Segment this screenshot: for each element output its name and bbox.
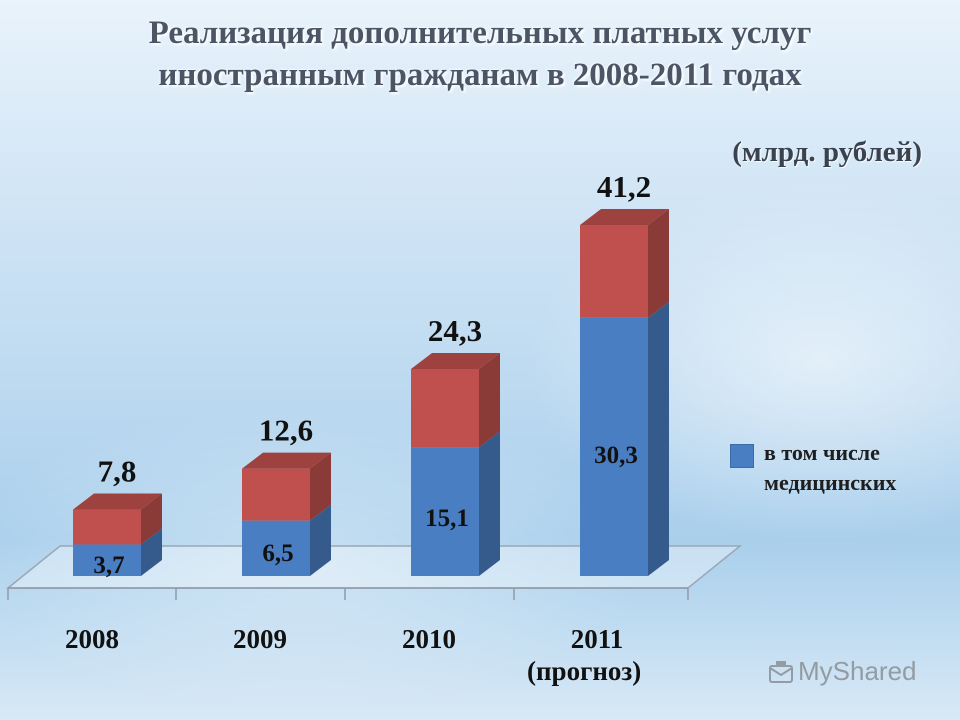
legend-swatch-medical: [730, 444, 754, 468]
bar-top-2009: [242, 452, 331, 469]
watermark-text: MyShared: [798, 656, 917, 686]
label-medical-2008: 3,7: [93, 552, 124, 579]
title-line-1: Реализация дополнительных платных услуг: [148, 15, 812, 51]
bar-medical-side-2009: [310, 504, 331, 576]
mail-icon: [768, 660, 794, 684]
tick-label-2011: 2011: [571, 624, 624, 654]
label-medical-2011: 30,3: [594, 442, 638, 469]
bar-other-side-2011: [648, 209, 669, 318]
bar-top-2011: [580, 209, 669, 225]
title-line-2: иностранным гражданам в 2008-2011 годах: [158, 57, 802, 93]
label-total-2010: 24,3: [428, 313, 482, 348]
label-total-2009: 12,6: [259, 413, 313, 448]
label-total-2011: 41,2: [597, 169, 651, 204]
bar-top-2008: [73, 493, 162, 510]
watermark: MyShared: [768, 656, 917, 687]
bar-medical-2008: [73, 544, 141, 576]
bar-other-2010: [411, 368, 479, 448]
bar-top-2010: [411, 352, 500, 369]
forecast-note: (прогноз): [527, 656, 642, 686]
bar-medical-2011: [580, 317, 648, 576]
label-medical-2009: 6,5: [262, 540, 293, 567]
bar-other-side-2009: [310, 452, 331, 521]
bar-other-2008: [73, 509, 141, 545]
chart-title: Реализация дополнительных платных услуг …: [0, 12, 960, 96]
bar-other-side-2010: [479, 352, 500, 448]
bar-other-2009: [242, 468, 310, 521]
bar-medical-side-2010: [479, 431, 500, 576]
tick-label-2008: 2008: [65, 624, 119, 654]
unit-label: (млрд. рублей): [732, 136, 922, 168]
bar-medical-side-2011: [648, 301, 669, 576]
bar-other-2011: [580, 225, 648, 318]
bar-other-side-2008: [141, 493, 162, 545]
bar-medical-side-2008: [141, 528, 162, 576]
bar-medical-2009: [242, 520, 310, 576]
legend-label-medical: в том числе медицинских: [764, 440, 897, 495]
tick-label-2010: 2010: [402, 624, 456, 654]
label-total-2008: 7,8: [98, 454, 137, 489]
tick-label-2009: 2009: [233, 624, 287, 654]
label-medical-2010: 15,1: [425, 505, 469, 532]
bar-medical-2010: [411, 447, 479, 576]
